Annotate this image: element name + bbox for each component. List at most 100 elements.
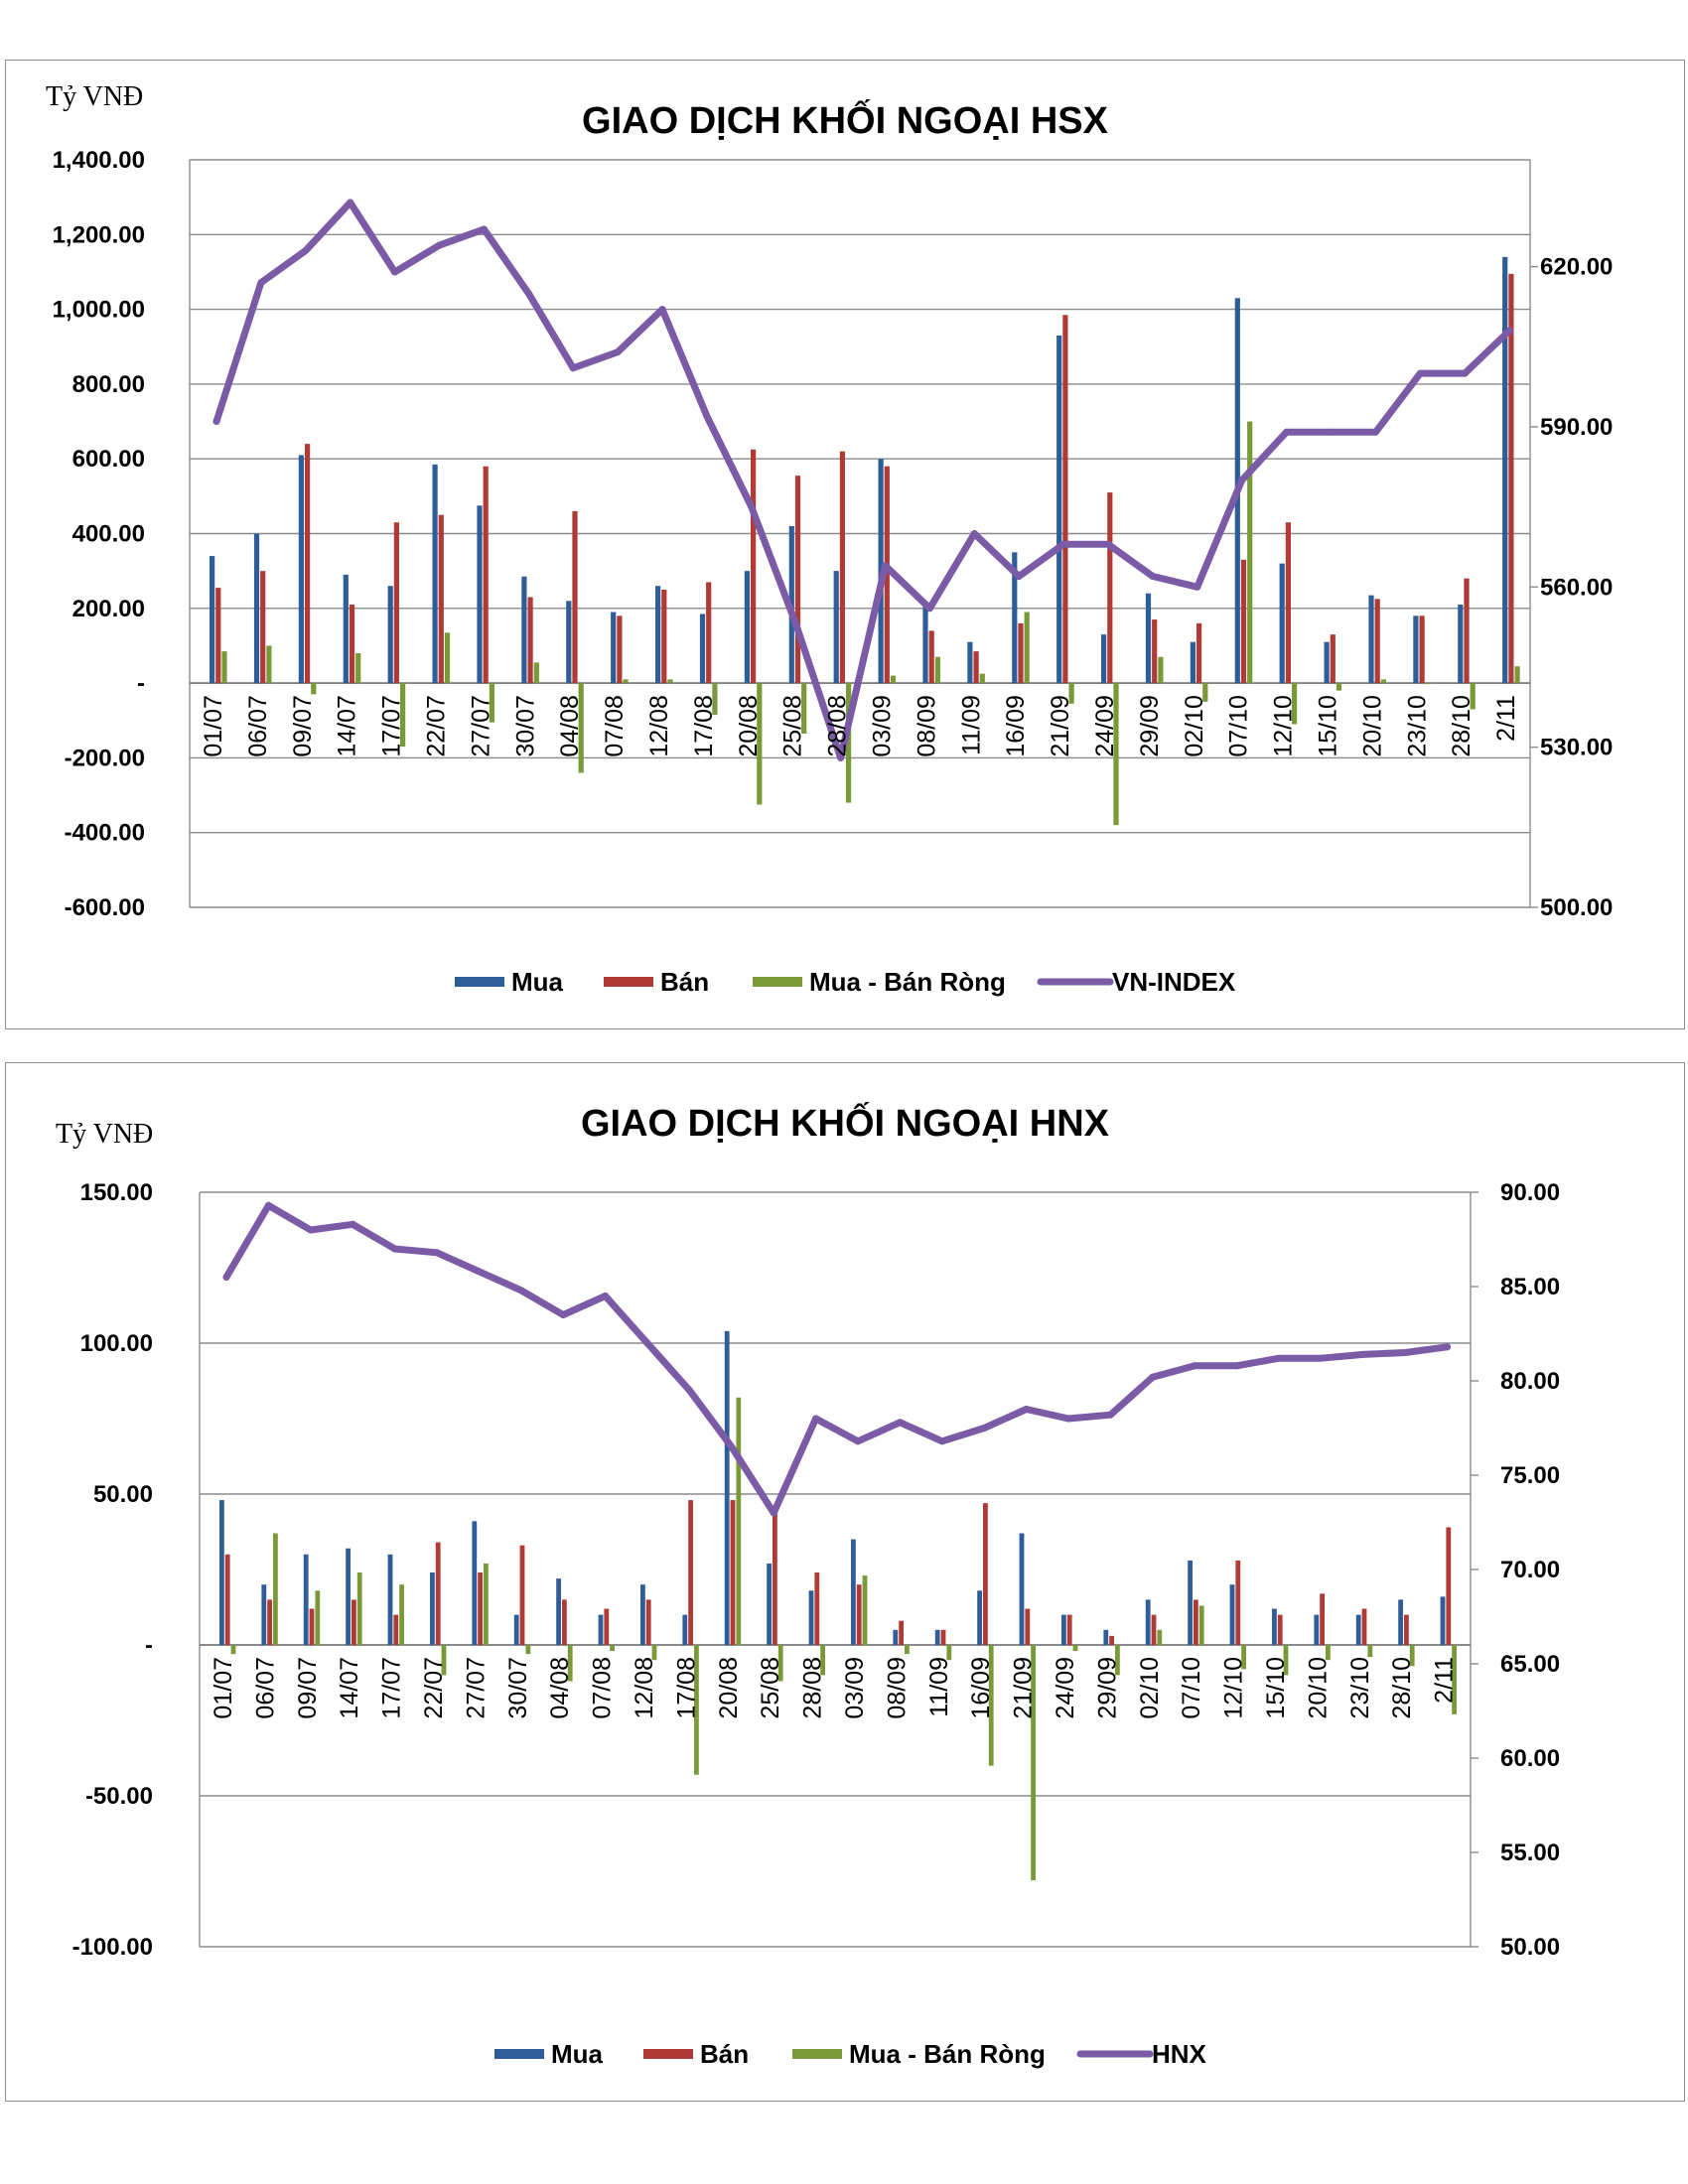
bar-mua-b-n-r-ng [777,1645,783,1682]
bar-mua-b-n-r-ng [979,673,985,684]
bar-mua-b-n-r-ng [1326,1645,1331,1661]
bar-b-n [224,1554,230,1645]
bar-mua-b-n-r-ng [1115,1645,1120,1676]
bar-mua-b-n-r-ng [623,679,629,684]
category-tick-label: 24/09 [1052,1657,1079,1719]
bar-mua-b-n-r-ng [1470,683,1476,710]
bar-b-n [1196,622,1202,684]
index-point [1328,428,1335,436]
bar-mua-b-n-r-ng [651,1645,657,1661]
bar-mua-b-n-r-ng [355,652,361,684]
legend-label: Bán [700,2039,749,2069]
right-axis-tick-label: 55.00 [1500,1840,1560,1866]
legend-label: Mua [511,967,564,997]
bar-b-n [1151,1614,1157,1645]
left-axis-tick-label: 150.00 [80,1179,153,1206]
category-tick-label: 03/09 [841,1657,869,1719]
index-point [770,1509,777,1517]
category-tick-label: 03/09 [869,695,897,757]
index-point [517,1287,525,1295]
index-point [1149,573,1157,581]
bar-mua-b-n-r-ng [667,679,673,684]
bar-b-n [393,1614,399,1645]
category-tick-label: 15/10 [1262,1657,1290,1719]
bar-mua-b-n-r-ng [1452,1645,1457,1714]
bar-mua [513,1614,519,1645]
index-point [222,1274,230,1281]
bar-b-n [1107,492,1113,684]
index-point [1275,1354,1283,1362]
left-axis-tick-label: 50.00 [93,1481,153,1508]
bar-b-n [751,449,757,684]
bar-mua-b-n-r-ng [905,1645,910,1655]
bar-b-n [438,514,444,684]
index-point [307,1226,315,1234]
bar-mua [893,1629,899,1645]
bar-mua [1355,1614,1361,1645]
bar-b-n [1446,1527,1452,1645]
left-axis-tick-label: 1,000.00 [53,297,145,324]
bar-mua [210,556,215,684]
bar-mua-b-n-r-ng [1336,683,1342,691]
bar-mua-b-n-r-ng [1198,1605,1204,1645]
index-point [1416,369,1424,377]
bar-b-n [940,1629,946,1645]
bar-mua-b-n-r-ng [946,1645,952,1661]
bar-mua-b-n-r-ng [1241,1645,1246,1670]
bar-mua [556,1578,561,1645]
right-axis-tick-label: 80.00 [1500,1368,1560,1395]
index-point [257,279,265,287]
category-tick-label: 01/07 [200,695,227,757]
category-tick-label: 06/07 [244,695,272,757]
category-tick-label: 07/10 [1225,695,1253,757]
bar-mua-b-n-r-ng [1158,656,1164,684]
category-tick-label: 16/09 [967,1657,995,1719]
index-point [349,1220,356,1228]
index-point [1359,1350,1367,1358]
category-tick-label: 14/07 [336,1657,363,1719]
bar-mua [303,1554,309,1645]
category-tick-label: 02/10 [1136,1657,1164,1719]
bar-b-n [1404,1614,1409,1645]
category-tick-label: 28/08 [824,695,852,757]
category-tick-label: 11/09 [957,695,985,755]
index-line [212,199,1513,761]
index-point [1149,1373,1157,1381]
legend-swatch [643,2049,693,2059]
index-point [602,1293,610,1299]
legend-swatch [792,2049,842,2059]
bar-b-n [562,1599,567,1645]
bar-mua [219,1500,224,1645]
bar-b-n [839,451,845,684]
legend-swatch [494,2049,544,2059]
bar-mua [387,586,393,684]
bar-mua-b-n-r-ng [1514,666,1520,684]
legend-label: Mua [551,2039,604,2069]
left-axis-tick-label: -400.00 [65,820,145,847]
bar-mua [724,1330,730,1645]
right-axis-tick-label: 620.00 [1540,254,1613,281]
bar-mua [1440,1596,1446,1645]
index-point [212,418,220,426]
index-point [1505,327,1513,335]
bar-mua-b-n-r-ng [399,1584,404,1645]
hsx-chart-title: GIAO DỊCH KHỐI NGOẠI HSX [582,97,1109,142]
category-tick-label: 28/10 [1388,1657,1416,1719]
index-point [980,1425,988,1432]
index-point [475,1268,483,1276]
bar-mua [1368,595,1374,684]
bar-b-n [309,1608,315,1645]
hsx-chart-panel: GIAO DỊCH KHỐI NGOẠI HSX Tỷ VNĐ 1,400.00 1,… [5,60,1685,1029]
bar-b-n [478,1572,483,1645]
category-tick-label: 12/10 [1220,1657,1248,1719]
category-tick-label: 20/10 [1358,695,1386,757]
bar-mua-b-n-r-ng [1202,683,1208,702]
bar-mua [253,533,260,684]
bar-mua-b-n-r-ng [862,1575,868,1645]
bar-mua-b-n-r-ng [578,683,584,773]
left-axis-tick-label: 600.00 [72,446,145,473]
bar-mua [934,1629,940,1645]
index-point [1023,1406,1031,1413]
bar-b-n [773,1506,777,1645]
legend-label: VN-INDEX [1112,967,1236,997]
